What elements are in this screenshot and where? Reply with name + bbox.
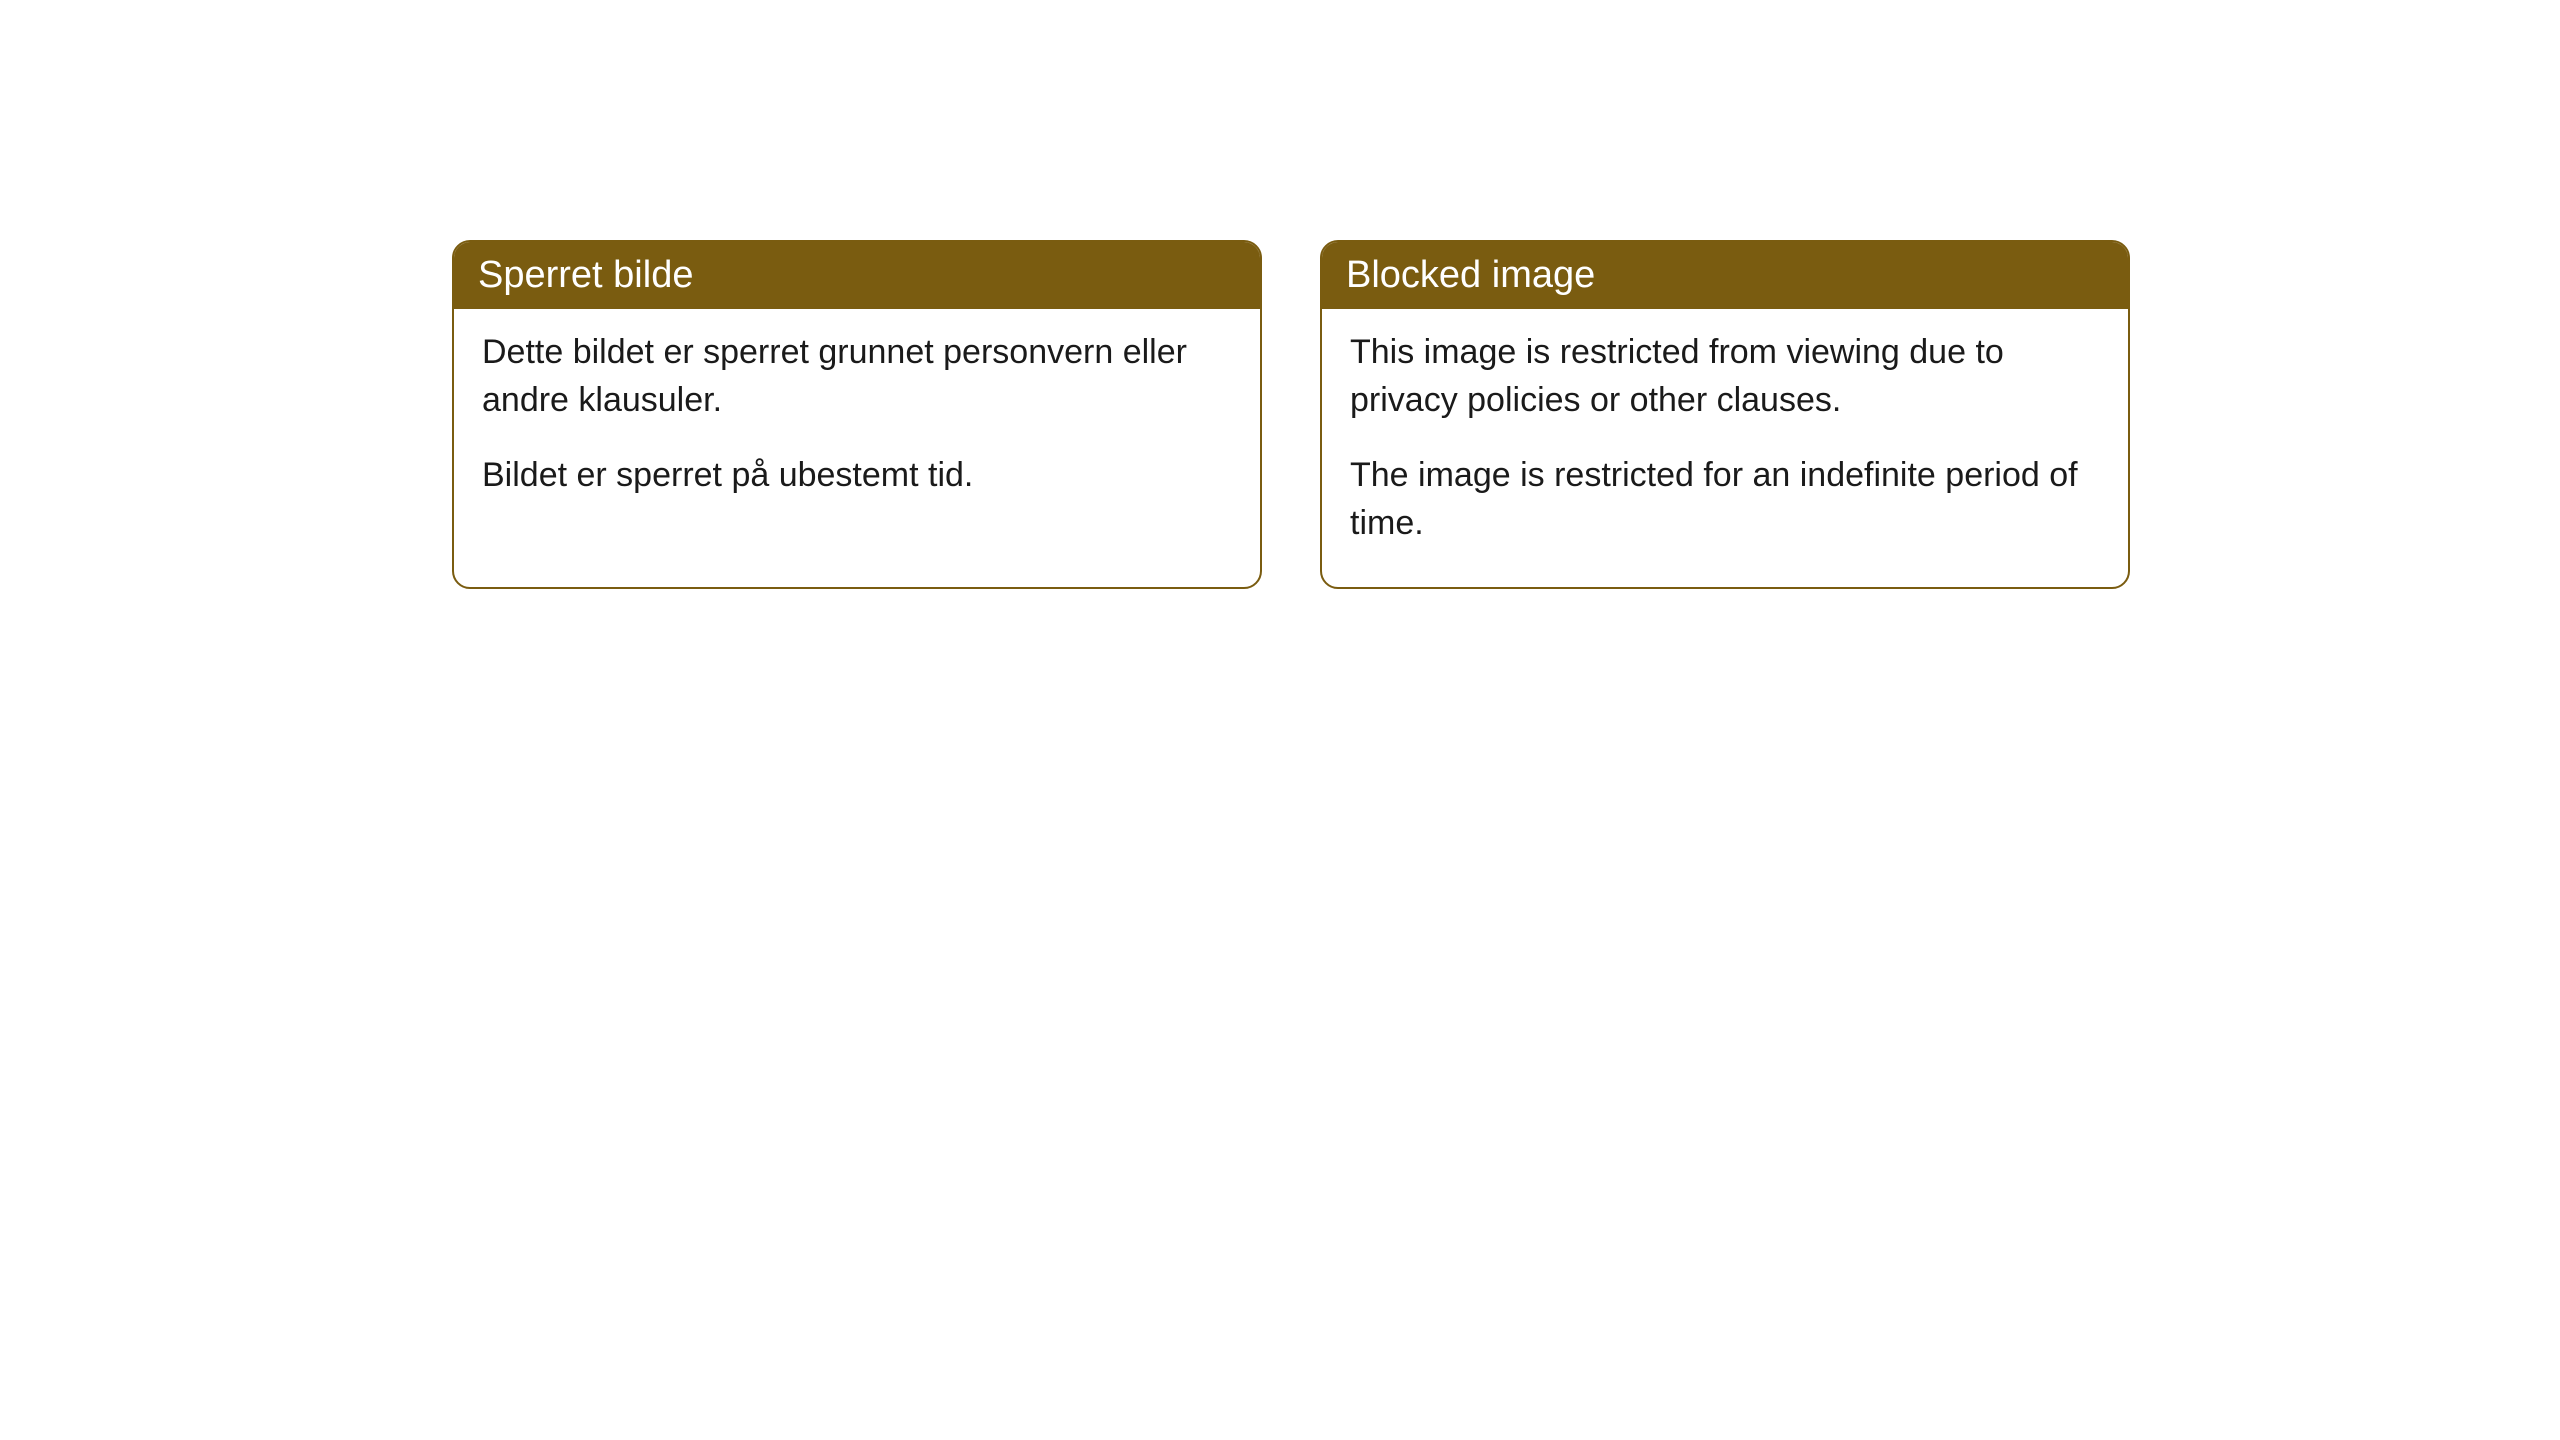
card-paragraph-1: This image is restricted from viewing du…	[1350, 329, 2100, 424]
card-title: Sperret bilde	[478, 254, 693, 296]
card-header: Blocked image	[1322, 242, 2128, 309]
card-body: This image is restricted from viewing du…	[1322, 309, 2128, 587]
card-title: Blocked image	[1346, 254, 1595, 296]
card-paragraph-2: Bildet er sperret på ubestemt tid.	[482, 452, 1232, 500]
card-body: Dette bildet er sperret grunnet personve…	[454, 309, 1260, 540]
card-header: Sperret bilde	[454, 242, 1260, 309]
card-paragraph-1: Dette bildet er sperret grunnet personve…	[482, 329, 1232, 424]
notice-card-english: Blocked image This image is restricted f…	[1320, 240, 2130, 589]
notice-card-norwegian: Sperret bilde Dette bildet er sperret gr…	[452, 240, 1262, 589]
card-paragraph-2: The image is restricted for an indefinit…	[1350, 452, 2100, 547]
notice-container: Sperret bilde Dette bildet er sperret gr…	[452, 240, 2130, 589]
